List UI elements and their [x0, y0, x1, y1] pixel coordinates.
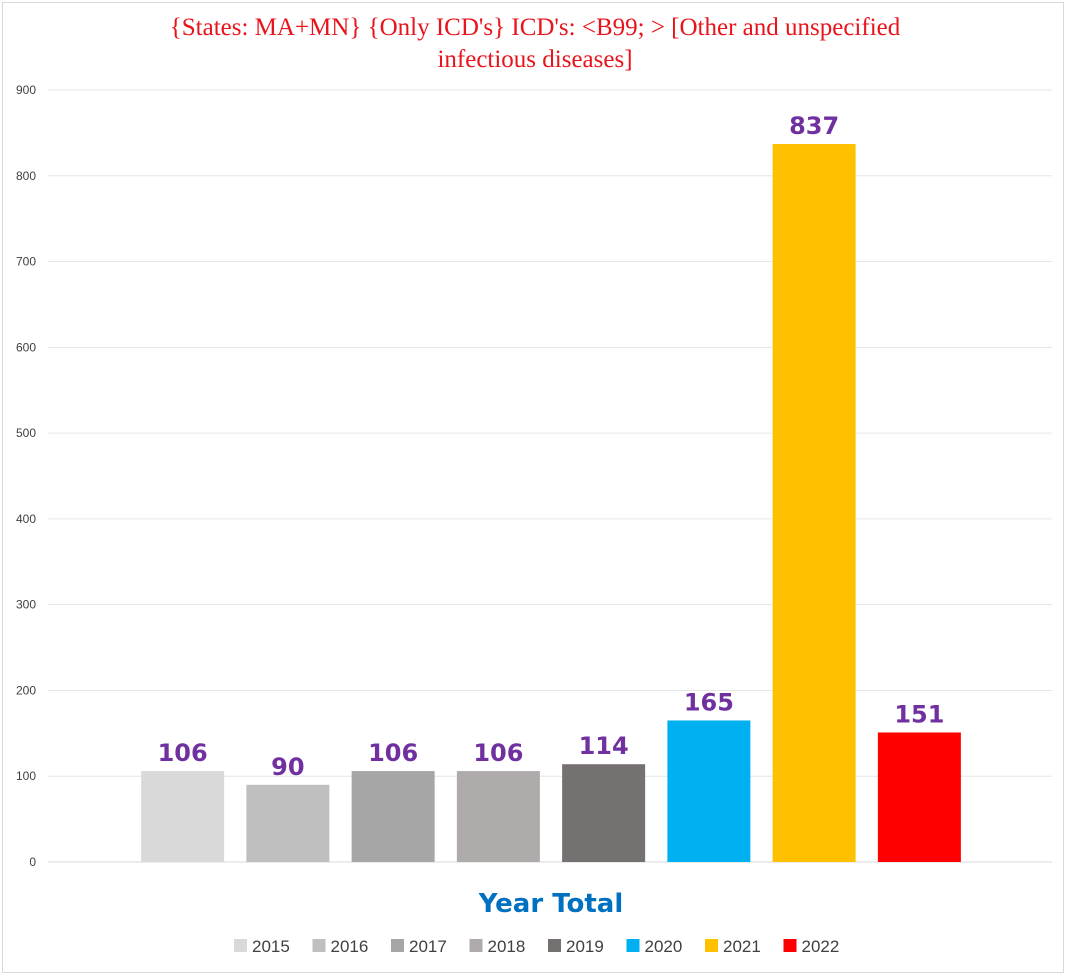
bar-2018 [456, 771, 540, 862]
bar-2015 [141, 771, 225, 862]
legend-label-2017: 2017 [409, 937, 447, 956]
data-label-2020: 165 [684, 688, 734, 716]
bar-2020 [667, 720, 751, 862]
data-label-2022: 151 [894, 700, 944, 728]
data-label-2019: 114 [579, 732, 629, 760]
legend-label-2022: 2022 [802, 937, 840, 956]
legend-swatch-2015 [234, 939, 247, 952]
y-tick-label: 100 [16, 769, 36, 783]
legend-swatch-2016 [312, 939, 326, 952]
data-label-2018: 106 [473, 739, 523, 767]
y-tick-label: 400 [16, 512, 36, 526]
y-tick-label: 900 [16, 83, 36, 97]
legend-swatch-2020 [626, 939, 640, 952]
bar-2022 [877, 732, 961, 862]
data-label-2017: 106 [368, 739, 418, 767]
bar-2021 [772, 144, 856, 863]
legend-label-2016: 2016 [331, 937, 369, 956]
legend-label-2018: 2018 [488, 937, 526, 956]
legend-label-2021: 2021 [723, 937, 761, 956]
legend-swatch-2018 [469, 939, 483, 952]
legend-label-2020: 2020 [645, 937, 683, 956]
y-tick-label: 500 [16, 426, 36, 440]
legend-swatch-2021 [705, 939, 718, 952]
legend-swatch-2022 [783, 939, 797, 952]
legend-label-2019: 2019 [566, 937, 604, 956]
y-tick-label: 0 [29, 855, 36, 869]
legend-swatch-2017 [391, 939, 404, 952]
bar-2017 [351, 771, 435, 862]
x-axis-title: Year Total [478, 889, 624, 919]
data-label-2021: 837 [789, 112, 839, 140]
data-label-2016: 90 [271, 753, 304, 781]
legend-label-2015: 2015 [252, 937, 290, 956]
y-tick-label: 300 [16, 598, 36, 612]
y-tick-label: 600 [16, 340, 36, 354]
bar-2016 [246, 784, 330, 862]
bar-2019 [562, 764, 646, 862]
chart-title: {States: MA+MN} {Only ICD's} ICD's: <B99… [169, 14, 901, 73]
y-tick-label: 800 [16, 169, 36, 183]
y-tick-label: 700 [16, 255, 36, 269]
data-label-2015: 106 [158, 739, 208, 767]
y-tick-label: 200 [16, 683, 36, 697]
legend-swatch-2019 [548, 939, 561, 952]
